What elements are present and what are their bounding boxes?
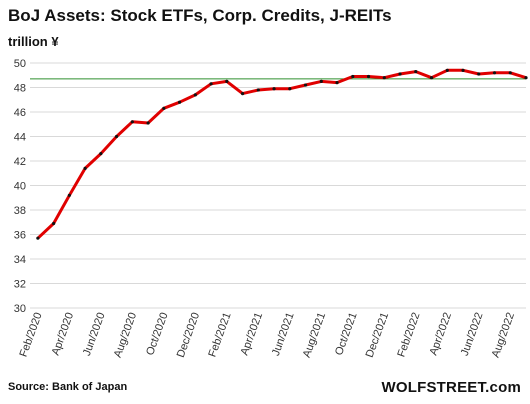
x-tick-label: Feb/2022: [395, 311, 422, 359]
data-point: [492, 71, 497, 75]
data-point: [351, 74, 355, 79]
y-tick-label: 40: [14, 181, 26, 193]
data-point: [508, 71, 512, 75]
y-tick-label: 50: [14, 58, 26, 70]
x-tick-label: Feb/2020: [18, 311, 45, 359]
y-tick-label: 36: [14, 230, 26, 242]
y-tick-label: 34: [14, 254, 26, 266]
data-point: [240, 92, 245, 96]
x-tick-label: Aug/2021: [301, 311, 328, 359]
data-point: [477, 72, 481, 76]
data-point: [272, 87, 276, 91]
data-point: [398, 72, 402, 76]
x-tick-label: Aug/2022: [490, 311, 517, 359]
x-tick-label: Jun/2021: [270, 311, 297, 358]
data-point: [335, 81, 339, 85]
y-tick-label: 38: [14, 205, 26, 217]
data-point: [303, 83, 308, 87]
x-tick-label: Oct/2020: [144, 311, 171, 357]
data-point: [382, 76, 386, 80]
x-tick-label: Oct/2021: [333, 311, 360, 357]
data-point: [429, 76, 434, 80]
data-point: [52, 221, 56, 226]
data-point: [162, 106, 166, 110]
y-tick-label: 42: [14, 156, 26, 168]
y-tick-label: 32: [14, 279, 26, 291]
data-point: [193, 93, 197, 97]
data-point: [115, 134, 119, 139]
data-point: [209, 82, 213, 86]
chart-title: BoJ Assets: Stock ETFs, Corp. Credits, J…: [8, 6, 392, 25]
data-point: [256, 88, 260, 92]
x-tick-label: Apr/2022: [428, 311, 455, 357]
data-point: [366, 74, 371, 79]
data-point: [67, 193, 71, 197]
x-tick-label: Jun/2022: [459, 311, 486, 358]
y-tick-label: 48: [14, 83, 26, 95]
x-tick-label: Dec/2020: [175, 311, 202, 359]
series-line: [36, 68, 527, 240]
series-group: [36, 68, 528, 240]
data-point: [414, 69, 418, 74]
data-point: [99, 152, 103, 156]
x-tick-label: Aug/2020: [112, 311, 139, 359]
data-point: [36, 236, 40, 240]
x-tick-label: Apr/2021: [239, 311, 266, 357]
x-tick-label: Feb/2021: [206, 311, 233, 359]
grid-lines: [30, 62, 526, 309]
y-tick-labels: 30 32 34 36 38 40 42 44 46 48 50: [14, 58, 26, 315]
x-tick-label: Dec/2021: [364, 311, 391, 359]
data-point: [445, 68, 449, 72]
data-point: [130, 120, 134, 124]
x-tick-labels: Feb/2020 Apr/2020 Jun/2020 Aug/2020 Oct/2020…: [18, 311, 518, 359]
x-tick-label: Jun/2020: [81, 311, 108, 358]
data-point: [461, 68, 465, 72]
source-note: Source: Bank of Japan: [8, 381, 128, 393]
data-point: [319, 79, 323, 83]
y-tick-label: 46: [14, 107, 26, 119]
data-point: [524, 76, 528, 80]
data-point: [177, 100, 182, 104]
y-tick-label: 30: [14, 303, 26, 315]
y-tick-label: 44: [14, 132, 26, 144]
brand-label: WOLFSTREET.com: [381, 379, 521, 396]
unit-label: trillion ¥: [8, 34, 59, 49]
data-point: [288, 87, 292, 91]
data-point: [225, 79, 229, 83]
data-point: [146, 121, 150, 125]
x-tick-label: Apr/2020: [50, 311, 77, 357]
data-point: [83, 166, 87, 170]
